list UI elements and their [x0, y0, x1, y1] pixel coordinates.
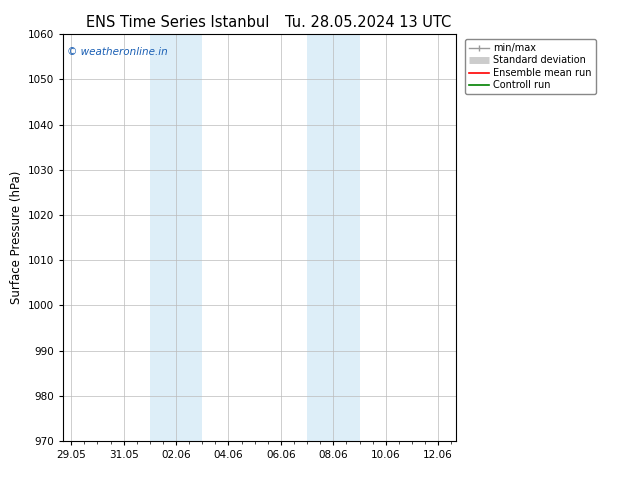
Text: Tu. 28.05.2024 13 UTC: Tu. 28.05.2024 13 UTC [285, 15, 451, 30]
Bar [150, 34, 202, 441]
Y-axis label: Surface Pressure (hPa): Surface Pressure (hPa) [10, 171, 23, 304]
Text: © weatheronline.in: © weatheronline.in [67, 47, 168, 56]
Bar [307, 34, 359, 441]
Text: ENS Time Series Istanbul: ENS Time Series Istanbul [86, 15, 269, 30]
Legend: min/max, Standard deviation, Ensemble mean run, Controll run: min/max, Standard deviation, Ensemble me… [465, 39, 596, 94]
